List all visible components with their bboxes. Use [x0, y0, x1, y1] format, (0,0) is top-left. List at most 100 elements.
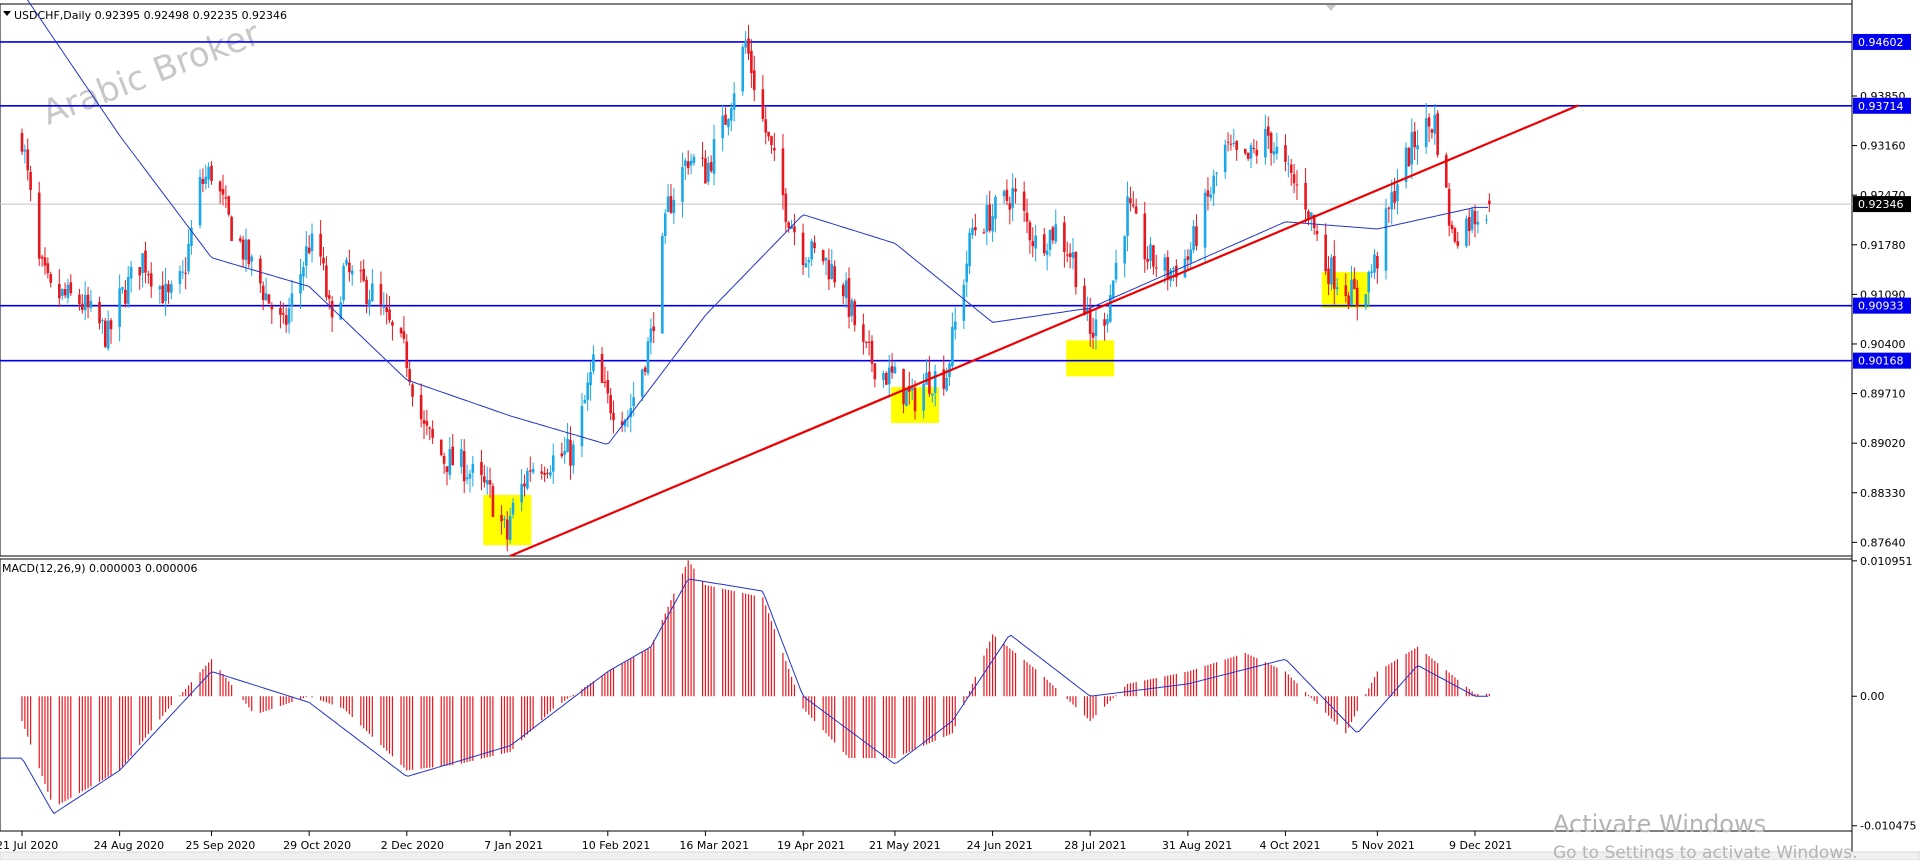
candle	[40, 254, 44, 267]
scrollbar-bottom[interactable]	[0, 851, 1920, 860]
candle	[827, 248, 831, 291]
candle	[1131, 191, 1135, 209]
candle	[692, 153, 696, 166]
candle	[1106, 314, 1109, 333]
candle	[1175, 259, 1178, 287]
candle	[480, 449, 483, 491]
candle	[807, 256, 811, 278]
candle	[1453, 226, 1457, 244]
candle	[549, 465, 552, 479]
candle	[508, 507, 512, 544]
candle	[744, 31, 747, 55]
time-tick-label: 16 Mar 2021	[679, 839, 749, 852]
candle	[408, 361, 411, 386]
candle	[261, 281, 265, 311]
candle	[1103, 312, 1106, 341]
candle	[264, 277, 268, 302]
candle	[259, 255, 262, 293]
candle	[29, 165, 32, 202]
candle	[563, 436, 567, 464]
candle	[853, 298, 857, 332]
candle	[870, 335, 874, 373]
candle	[267, 294, 271, 304]
candle	[841, 282, 845, 305]
candle	[81, 294, 84, 314]
candle	[279, 300, 282, 329]
time-tick-label: 29 Oct 2020	[283, 839, 351, 852]
candle	[66, 278, 70, 304]
candle	[465, 464, 469, 485]
candle	[411, 383, 414, 407]
candle	[1212, 169, 1215, 207]
candle	[442, 452, 446, 474]
candle	[83, 281, 87, 321]
candle	[864, 341, 868, 349]
candle	[543, 466, 546, 483]
candle	[1470, 206, 1474, 234]
candle	[425, 409, 429, 436]
candle	[244, 228, 248, 273]
candle	[445, 466, 449, 486]
candle	[666, 184, 670, 213]
candle	[1192, 220, 1195, 254]
trendline[interactable]	[509, 104, 1579, 558]
candle	[1048, 229, 1052, 257]
candle	[767, 131, 770, 142]
candle	[1433, 103, 1437, 145]
candle	[810, 238, 813, 267]
candle	[184, 257, 187, 290]
candle	[1289, 158, 1293, 186]
candle	[103, 318, 107, 349]
candle	[844, 272, 848, 309]
candle	[603, 366, 607, 388]
candle	[339, 296, 343, 320]
candle	[784, 187, 788, 233]
candle	[732, 82, 736, 122]
support-trendline[interactable]	[509, 104, 1579, 558]
candle	[982, 228, 986, 235]
time-tick-label: 10 Feb 2021	[582, 839, 650, 852]
candle	[629, 393, 633, 433]
candle	[23, 144, 27, 164]
time-tick-label: 21 Jul 2020	[0, 839, 58, 852]
candle	[385, 293, 388, 325]
time-tick-label: 24 Jun 2021	[967, 839, 1033, 852]
candle	[572, 440, 575, 474]
candle	[224, 185, 228, 209]
candle	[342, 263, 345, 304]
candle	[1367, 270, 1371, 307]
candle	[1252, 139, 1256, 154]
candle	[1186, 249, 1190, 272]
candle	[181, 260, 185, 279]
candle	[129, 261, 133, 293]
candle	[804, 256, 808, 268]
candle	[106, 310, 110, 351]
candle	[793, 213, 796, 246]
candle	[586, 372, 589, 411]
candle	[1002, 189, 1006, 205]
candle	[141, 252, 144, 288]
candle	[1427, 113, 1431, 143]
candle	[1034, 224, 1037, 262]
price-tick-label: 0.88330	[1860, 487, 1906, 500]
candle	[304, 231, 308, 279]
candle	[824, 257, 828, 276]
candle	[649, 318, 653, 355]
candle	[1235, 140, 1238, 161]
candle	[37, 181, 41, 266]
candle	[1335, 278, 1339, 296]
candle	[1353, 267, 1356, 290]
macd-tick-label: 0.010951	[1860, 555, 1913, 568]
candle	[322, 247, 325, 271]
candle	[620, 411, 624, 432]
candle	[991, 203, 994, 242]
candle	[661, 232, 664, 334]
candle	[1373, 248, 1376, 280]
candle	[204, 164, 208, 190]
triangle-down-icon[interactable]	[3, 11, 11, 16]
candle	[1065, 241, 1069, 263]
candle	[1410, 118, 1414, 180]
candle	[1355, 280, 1359, 321]
candle	[1246, 152, 1250, 161]
